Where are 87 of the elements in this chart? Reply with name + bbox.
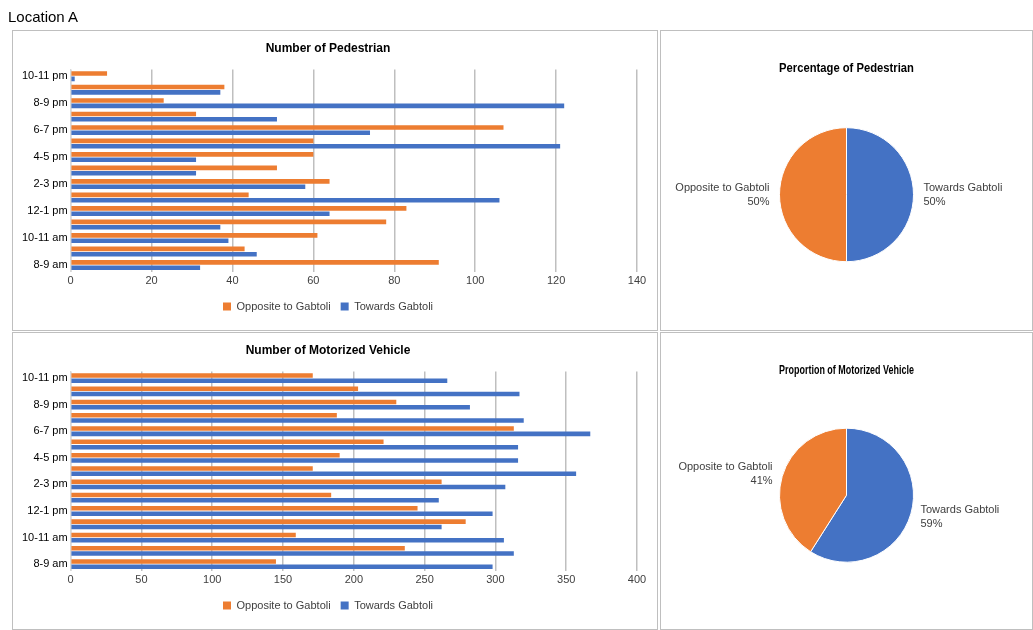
data-label: 50% bbox=[747, 194, 770, 207]
legend-label: Opposite to Gabtoli bbox=[236, 598, 331, 611]
bar bbox=[71, 458, 519, 463]
y-tick-label: 6-7 pm bbox=[33, 424, 68, 437]
x-tick-label: 100 bbox=[466, 274, 485, 287]
y-tick-label: 2-3 pm bbox=[33, 477, 68, 490]
y-tick-label: 12-1 pm bbox=[27, 204, 68, 217]
slice-label: Opposite to Gabtoli bbox=[678, 459, 773, 472]
bar bbox=[71, 184, 306, 190]
bar bbox=[71, 233, 318, 238]
bar bbox=[71, 498, 439, 503]
bar bbox=[71, 71, 108, 76]
x-tick-label: 60 bbox=[307, 274, 320, 287]
chart-title: Proportion of Motorized Vehicle bbox=[779, 362, 915, 376]
bar bbox=[71, 405, 470, 410]
slice-label: Towards Gabtoli bbox=[920, 502, 1000, 515]
x-tick-label: 80 bbox=[388, 274, 401, 287]
x-tick-label: 300 bbox=[486, 573, 505, 586]
chart-title: Number of Motorized Vehicle bbox=[245, 342, 411, 357]
x-tick-label: 120 bbox=[546, 274, 566, 287]
y-tick-label: 12-1 pm bbox=[27, 504, 68, 517]
bar bbox=[71, 426, 514, 431]
y-tick-label: 4-5 pm bbox=[33, 150, 68, 163]
y-tick-label: 8-9 am bbox=[33, 258, 68, 271]
x-tick-label: 250 bbox=[415, 573, 434, 586]
y-tick-label: 4-5 pm bbox=[33, 450, 68, 463]
x-tick-label: 140 bbox=[627, 274, 647, 287]
y-tick-label: 10-11 pm bbox=[22, 371, 68, 384]
data-label: 50% bbox=[923, 194, 946, 207]
bar bbox=[71, 197, 500, 203]
bar bbox=[71, 224, 221, 230]
y-tick-label: 6-7 pm bbox=[33, 123, 68, 136]
x-tick-label: 200 bbox=[344, 573, 364, 586]
bar bbox=[71, 413, 337, 418]
slice-label: Towards Gabtoli bbox=[923, 180, 1003, 193]
y-tick-label: 10-11 am bbox=[22, 530, 68, 543]
data-label: 59% bbox=[920, 516, 943, 529]
x-tick-label: 0 bbox=[67, 274, 74, 287]
legend-label: Towards Gabtoli bbox=[354, 598, 434, 611]
bar bbox=[71, 551, 514, 556]
bar bbox=[71, 171, 197, 176]
y-tick-label: 8-9 pm bbox=[33, 96, 68, 109]
y-tick-label: 2-3 pm bbox=[33, 177, 68, 190]
bar bbox=[71, 559, 276, 564]
bar bbox=[71, 506, 418, 511]
bar bbox=[71, 466, 313, 471]
bar bbox=[71, 238, 229, 244]
bar bbox=[71, 251, 257, 257]
y-tick-label: 10-11 pm bbox=[22, 69, 68, 82]
bar bbox=[71, 378, 448, 383]
data-label: 41% bbox=[750, 473, 773, 486]
x-tick-label: 350 bbox=[557, 573, 576, 586]
bar bbox=[71, 179, 330, 184]
x-tick-label: 150 bbox=[273, 573, 293, 586]
bar bbox=[71, 519, 466, 524]
x-tick-label: 40 bbox=[226, 274, 239, 287]
bar bbox=[71, 260, 439, 265]
x-tick-label: 400 bbox=[627, 573, 647, 586]
bar bbox=[71, 117, 277, 122]
bar bbox=[71, 144, 561, 149]
bar bbox=[71, 511, 493, 516]
chart-title: Percentage of Pedestrian bbox=[779, 60, 914, 74]
legend-label: Opposite to Gabtoli bbox=[236, 299, 331, 312]
x-tick-label: 0 bbox=[67, 573, 74, 586]
bar bbox=[71, 418, 524, 423]
text: Location A bbox=[8, 8, 79, 25]
legend-label: Towards Gabtoli bbox=[354, 299, 434, 312]
bar bbox=[71, 152, 314, 157]
y-tick-label: 8-9 am bbox=[33, 557, 68, 570]
bar bbox=[71, 98, 164, 103]
x-tick-label: 100 bbox=[203, 573, 222, 586]
bar bbox=[71, 386, 359, 391]
bar bbox=[71, 76, 75, 82]
x-tick-label: 20 bbox=[145, 274, 158, 287]
bar bbox=[71, 206, 407, 211]
x-tick-label: 50 bbox=[135, 573, 148, 586]
y-tick-label: 10-11 am bbox=[22, 231, 68, 244]
bar bbox=[71, 373, 313, 378]
bar bbox=[71, 471, 577, 477]
bar bbox=[71, 90, 221, 95]
bar bbox=[71, 125, 504, 130]
bar bbox=[71, 211, 330, 217]
bar bbox=[71, 265, 201, 271]
bar bbox=[71, 479, 442, 484]
y-tick-label: 8-9 pm bbox=[33, 397, 68, 410]
chart-title: Number of Pedestrian bbox=[265, 40, 391, 55]
slice-label: Opposite to Gabtoli bbox=[675, 180, 770, 193]
